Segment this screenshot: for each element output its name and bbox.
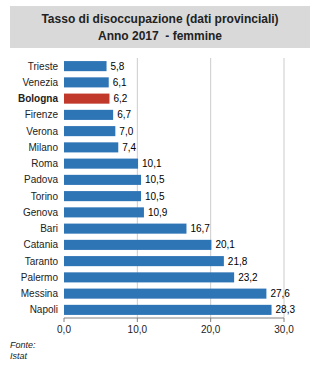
bars <box>64 61 272 315</box>
category-label: Firenze <box>25 109 59 120</box>
category-label: Catania <box>24 239 59 250</box>
bar <box>64 207 144 217</box>
category-label: Taranto <box>25 256 59 267</box>
grid-line <box>284 58 285 318</box>
data-label: 7,4 <box>122 142 136 153</box>
title: Tasso di disoccupazione (dati provincial… <box>41 12 278 26</box>
bar <box>64 110 113 120</box>
tick-mark <box>284 318 285 322</box>
data-label: 10,9 <box>148 207 168 218</box>
tick-label: 0,0 <box>57 324 71 335</box>
bar <box>64 142 118 152</box>
subtitle: Anno 2017 - femmine <box>98 29 222 43</box>
annotation: Fonte:Istat <box>10 340 36 361</box>
category-axis: Trieste Venezia Bologna Firenze Verona Milano… <box>18 61 58 316</box>
bar <box>64 256 224 266</box>
data-label: 6,7 <box>117 109 131 120</box>
tick-mark <box>210 318 211 322</box>
category-label: Verona <box>26 126 58 137</box>
tick-label: 30,0 <box>274 324 294 335</box>
title-background <box>10 6 310 48</box>
data-label: 7,0 <box>119 126 133 137</box>
bar <box>64 175 141 185</box>
data-label: 28,3 <box>276 304 296 315</box>
annotation-line: Fonte: <box>10 340 36 350</box>
data-label: 10,5 <box>145 174 165 185</box>
data-label: 6,2 <box>113 93 127 104</box>
x-axis: 0,0 10,0 20,0 30,0 <box>57 318 294 335</box>
category-label: Genova <box>23 207 58 218</box>
bar <box>64 289 266 299</box>
category-label: Venezia <box>22 77 58 88</box>
bar <box>64 191 141 201</box>
annotation-line: Istat <box>10 351 28 361</box>
tick-mark <box>64 318 65 322</box>
tick-label: 10,0 <box>128 324 148 335</box>
bar <box>64 126 115 136</box>
tick-label: 20,0 <box>201 324 221 335</box>
data-label: 23,2 <box>238 272 258 283</box>
data-label: 16,7 <box>190 223 210 234</box>
category-label: Bari <box>40 223 58 234</box>
category-label: Messina <box>21 288 59 299</box>
bar <box>64 224 186 234</box>
bar <box>64 272 234 282</box>
data-label: 27,6 <box>270 288 290 299</box>
data-label: 20,1 <box>215 239 235 250</box>
bar <box>64 305 272 315</box>
data-label: 21,8 <box>228 256 248 267</box>
category-label: Torino <box>31 191 59 202</box>
bar <box>64 94 109 104</box>
bar <box>64 77 109 87</box>
category-label: Napoli <box>30 304 58 315</box>
data-label: 10,5 <box>145 191 165 202</box>
chart: Tasso di disoccupazione (dati provincial… <box>0 0 320 370</box>
data-label: 6,1 <box>113 77 127 88</box>
data-label: 10,1 <box>142 158 162 169</box>
data-labels: 5,8 6,1 6,2 6,7 7,0 7,4 10,1 10,5 10,5 10,9 16,7 20… <box>111 61 296 316</box>
axis-line <box>64 318 284 319</box>
category-label: Trieste <box>28 61 59 72</box>
category-label: Bologna <box>18 93 58 104</box>
data-label: 5,8 <box>111 61 125 72</box>
category-label: Milano <box>29 142 59 153</box>
category-label: Roma <box>31 158 58 169</box>
category-label: Padova <box>24 174 58 185</box>
category-label: Palermo <box>21 272 59 283</box>
bar <box>64 240 211 250</box>
bar <box>64 159 138 169</box>
bar <box>64 61 107 71</box>
tick-mark <box>137 318 138 322</box>
